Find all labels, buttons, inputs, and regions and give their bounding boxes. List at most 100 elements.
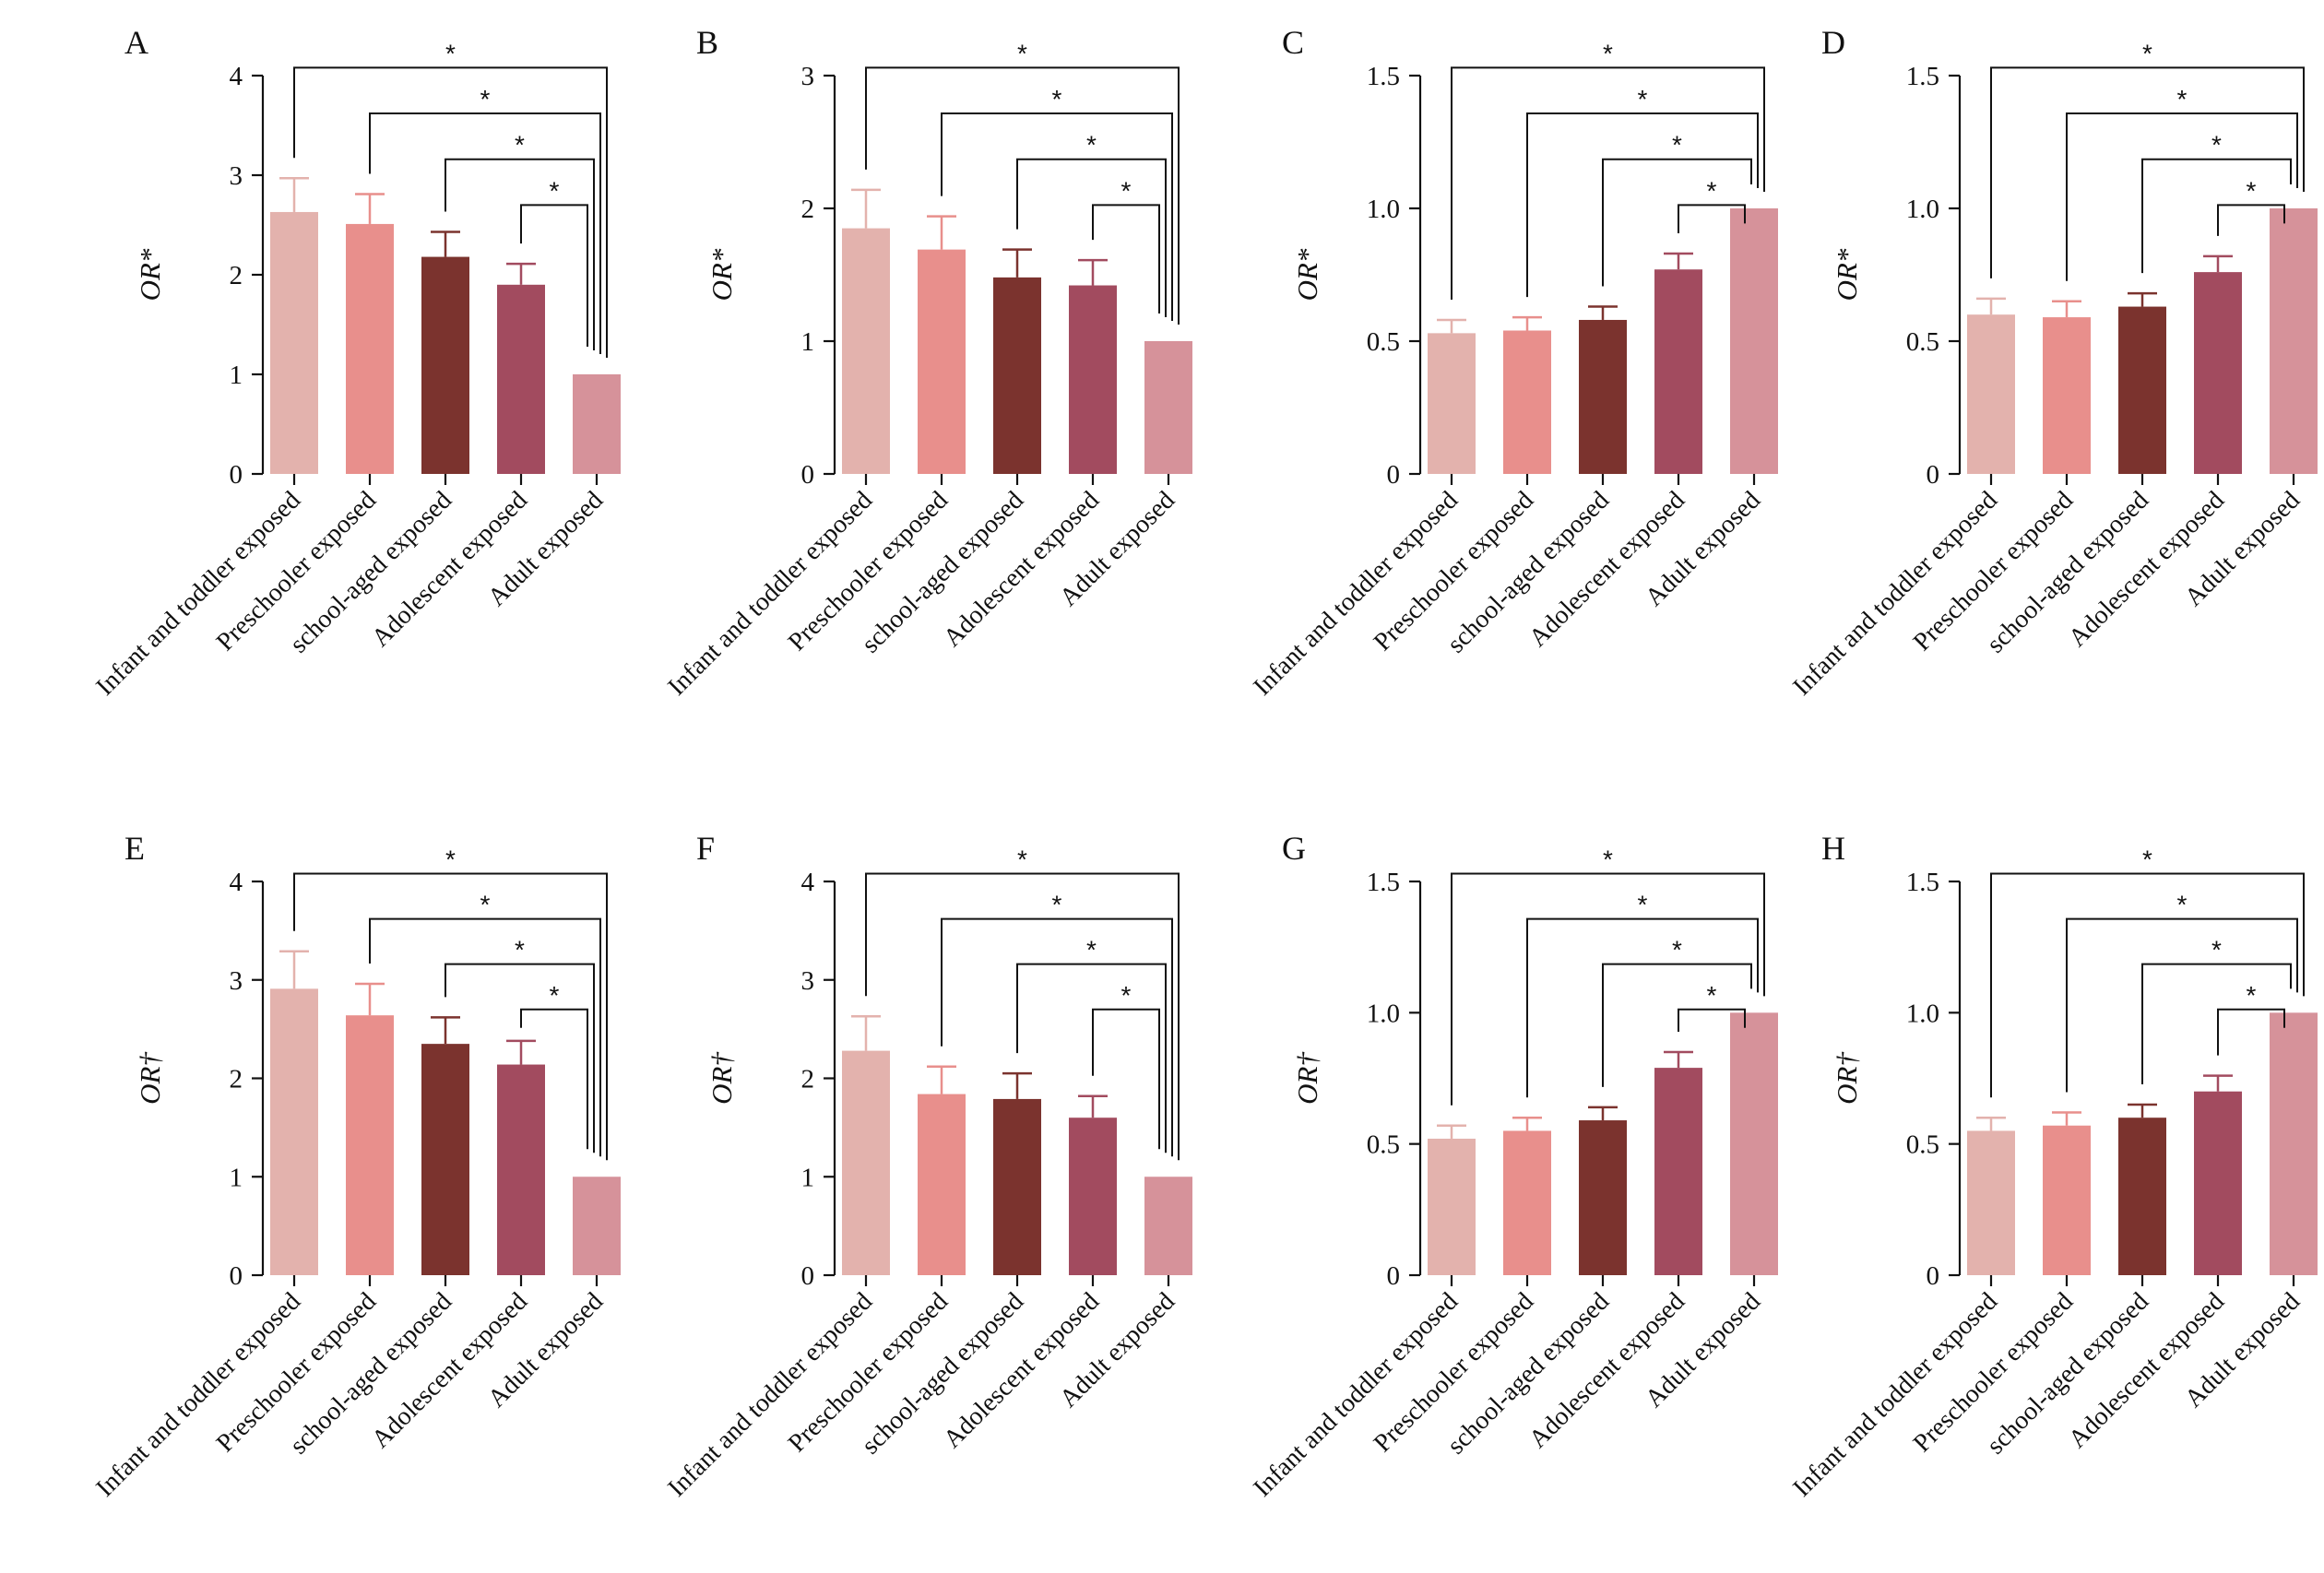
y-tick-label: 1.0: [1367, 195, 1400, 224]
bar: [1503, 1130, 1551, 1275]
significance-star: *: [1672, 131, 1682, 160]
y-tick-label: 1.0: [1367, 999, 1400, 1028]
significance-star: *: [2247, 176, 2257, 205]
panel-d: D00.51.01.5OR*Infant and toddler exposed…: [1787, 24, 2318, 702]
bar: [1428, 1138, 1476, 1275]
y-axis-label: OR*: [134, 248, 166, 301]
significance-star: *: [1707, 176, 1717, 205]
bar: [421, 256, 469, 474]
y-tick-label: 0: [230, 1261, 243, 1291]
significance-star: *: [1017, 39, 1027, 67]
significance-bracket: [1526, 917, 1759, 1098]
significance-star: *: [1086, 131, 1097, 160]
significance-star: *: [2142, 39, 2152, 67]
y-tick-label: 1.5: [1906, 62, 1939, 91]
significance-star: *: [2177, 85, 2188, 113]
bar: [1144, 341, 1192, 474]
bar: [1503, 330, 1551, 474]
significance-bracket: [1678, 204, 1746, 233]
y-axis-label: OR*: [1831, 248, 1863, 301]
significance-bracket: [1602, 963, 1752, 1087]
y-axis-label: OR*: [706, 248, 738, 301]
significance-bracket: [865, 66, 1180, 325]
bar: [573, 1177, 621, 1275]
y-tick-label: 1.0: [1906, 999, 1939, 1028]
bar: [346, 223, 394, 475]
panel-c: C00.51.01.5OR*Infant and toddler exposed…: [1248, 24, 1778, 702]
significance-bracket: [445, 963, 595, 1153]
bar: [1069, 285, 1117, 474]
significance-star: *: [515, 131, 525, 160]
significance-bracket: [520, 204, 588, 347]
panel-letter: D: [1821, 24, 1845, 61]
bar: [2043, 317, 2091, 474]
bar: [842, 1050, 890, 1275]
significance-star: *: [550, 981, 560, 1010]
bar: [1069, 1118, 1117, 1275]
panel-letter: A: [125, 24, 148, 61]
significance-star: *: [515, 936, 525, 964]
bar: [1579, 1120, 1627, 1275]
significance-star: *: [1638, 891, 1648, 919]
y-tick-label: 0.5: [1367, 1130, 1400, 1160]
y-tick-label: 4: [230, 868, 243, 897]
y-axis-label: OR†: [1831, 1051, 1863, 1105]
y-tick-label: 1: [230, 361, 243, 390]
significance-bracket: [865, 872, 1180, 1161]
significance-bracket: [445, 158, 595, 350]
y-axis-label: OR†: [1291, 1051, 1323, 1105]
significance-bracket: [1990, 872, 2305, 1098]
bar: [2194, 1091, 2242, 1275]
y-tick-label: 3: [801, 62, 815, 91]
significance-star: *: [2142, 845, 2152, 873]
bar: [993, 277, 1041, 474]
panel-h: H00.51.01.5OR†Infant and toddler exposed…: [1787, 830, 2318, 1503]
significance-star: *: [1017, 845, 1027, 873]
significance-star: *: [1052, 891, 1062, 919]
y-tick-label: 3: [801, 966, 815, 996]
bar: [497, 1064, 545, 1275]
significance-bracket: [2217, 1008, 2285, 1056]
y-tick-label: 2: [230, 1065, 243, 1094]
significance-bracket: [1602, 158, 1752, 287]
bar: [1579, 319, 1627, 474]
significance-bracket: [293, 66, 608, 358]
bar: [1967, 1130, 2015, 1275]
significance-star: *: [445, 39, 456, 67]
significance-star: *: [1707, 981, 1717, 1010]
bar: [1654, 269, 1702, 474]
bar: [1144, 1177, 1192, 1275]
bar: [2118, 1118, 2166, 1275]
bar: [1730, 208, 1778, 474]
y-axis-label: OR†: [706, 1051, 738, 1105]
significance-bracket: [1451, 66, 1765, 300]
y-tick-label: 1: [230, 1163, 243, 1192]
y-tick-label: 0: [1387, 1261, 1401, 1291]
significance-star: *: [1121, 176, 1132, 205]
bar: [421, 1044, 469, 1275]
significance-bracket: [2141, 158, 2292, 274]
y-tick-label: 0: [1387, 460, 1401, 490]
significance-bracket: [369, 917, 601, 1157]
y-tick-label: 0: [1927, 1261, 1940, 1291]
bar: [1428, 333, 1476, 474]
y-tick-label: 2: [801, 1065, 815, 1094]
significance-star: *: [2177, 891, 2188, 919]
significance-bracket: [1678, 1008, 1746, 1033]
significance-star: *: [550, 176, 560, 205]
significance-bracket: [1092, 204, 1160, 313]
significance-star: *: [2247, 981, 2257, 1010]
y-tick-label: 1.0: [1906, 195, 1939, 224]
significance-bracket: [520, 1008, 588, 1150]
y-tick-label: 1: [801, 327, 815, 357]
bar: [346, 1015, 394, 1275]
bar: [993, 1098, 1041, 1275]
bar: [1730, 1012, 1778, 1275]
bar: [918, 1094, 966, 1275]
significance-star: *: [1603, 845, 1613, 873]
y-tick-label: 0: [801, 460, 815, 490]
panel-letter: C: [1282, 24, 1304, 61]
y-tick-label: 4: [801, 868, 815, 897]
significance-bracket: [2066, 112, 2298, 281]
significance-star: *: [2211, 131, 2222, 160]
